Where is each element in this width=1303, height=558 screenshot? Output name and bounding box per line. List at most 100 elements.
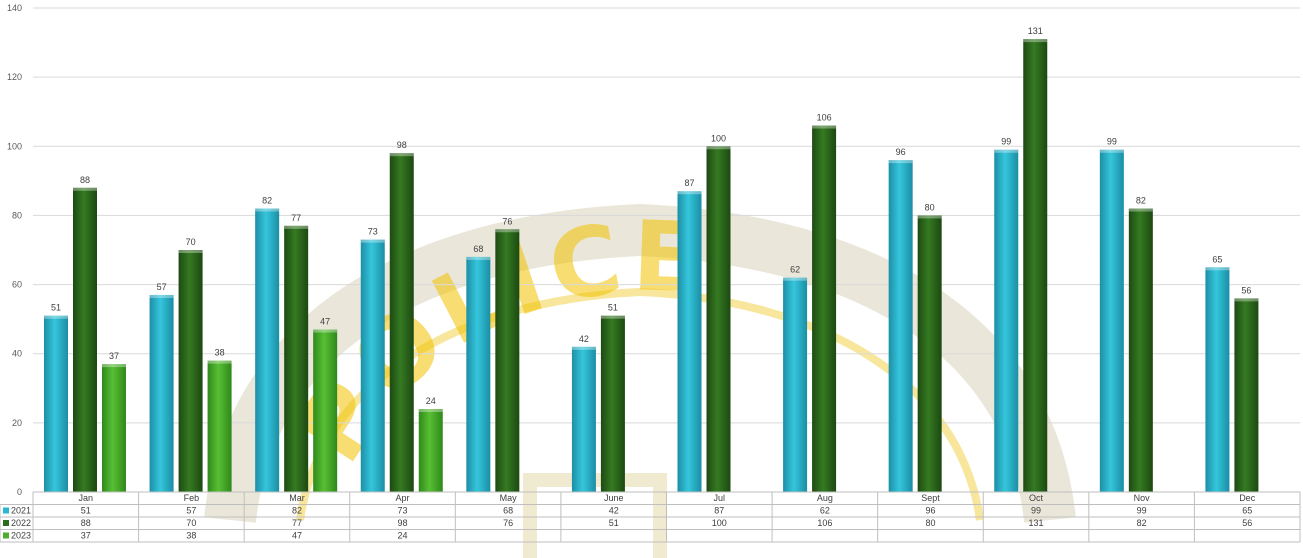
y-tick-label: 120 (7, 72, 22, 82)
bar-cap (149, 294, 174, 298)
bar-value-label: 100 (711, 133, 726, 143)
x-category-label: Mar (289, 493, 305, 503)
bar-cap (677, 191, 702, 195)
bar-cap (44, 315, 68, 319)
bar-2023 (418, 409, 443, 492)
bar-cap (994, 149, 1019, 153)
x-category-label: Sept (921, 493, 940, 503)
bar-cap (888, 160, 913, 164)
bar-2021 (255, 208, 280, 492)
bar-cap (466, 256, 491, 260)
bar-value-label: 51 (51, 303, 61, 313)
bar-value-label: 38 (215, 348, 225, 358)
bar-cap (812, 125, 837, 129)
bar-2021 (466, 256, 491, 492)
bar-2023 (313, 329, 338, 492)
y-axis: 0 20 40 60 80 100 120 140 (7, 3, 22, 497)
bar-2021 (360, 239, 385, 492)
bar-value-label: 80 (925, 202, 935, 212)
bar-value-label: 99 (1001, 137, 1011, 147)
bar-cap (1023, 39, 1048, 43)
table-cell-value: 100 (712, 518, 727, 528)
bar-value-label: 82 (262, 196, 272, 206)
bar-cap (1128, 208, 1153, 212)
table-cell-value: 51 (81, 506, 91, 516)
x-category-label: Jan (79, 493, 94, 503)
bar-cap (418, 409, 443, 413)
bar-value-label: 98 (397, 140, 407, 150)
table-cell-value: 131 (1029, 518, 1044, 528)
bar-value-label: 96 (896, 147, 906, 157)
bar-value-label: 88 (80, 175, 90, 185)
table-cell-value: 76 (503, 518, 513, 528)
bar-value-label: 106 (817, 113, 832, 123)
bar-value-label: 77 (291, 213, 301, 223)
y-tick-label: 0 (17, 487, 22, 497)
bar-value-label: 87 (684, 178, 694, 188)
bar-cap (783, 277, 808, 281)
bar-value-label: 99 (1107, 137, 1117, 147)
table-cell-value: 24 (398, 531, 408, 541)
bar-2022 (917, 215, 942, 492)
bar-cap (207, 360, 232, 364)
bar-cap (313, 329, 338, 333)
bar-2021 (783, 277, 808, 492)
legend-swatch (3, 507, 9, 514)
bar-2023 (102, 364, 126, 492)
table-cell-value: 106 (817, 518, 832, 528)
bar-cap (102, 364, 126, 368)
bar-2021 (1099, 149, 1124, 492)
legend-series-name: 2021 (11, 506, 31, 516)
bar-2021 (44, 315, 68, 492)
bar-value-label: 68 (473, 244, 483, 254)
bar-value-label: 65 (1212, 254, 1222, 264)
table-cell-value: 99 (1031, 506, 1041, 516)
table-cell-value: 96 (925, 506, 935, 516)
bar-2021 (571, 346, 596, 492)
x-category-label: Oct (1029, 493, 1044, 503)
bar-value-label: 47 (320, 317, 330, 327)
bar-2021 (677, 191, 702, 492)
x-category-label: Nov (1134, 493, 1151, 503)
y-tick-label: 140 (7, 3, 22, 13)
bar-cap (73, 187, 97, 191)
table-cell-value: 68 (503, 506, 513, 516)
x-category-label: Aug (817, 493, 833, 503)
bar-2022 (73, 187, 97, 492)
bar-2021 (888, 160, 913, 492)
bar-value-label: 82 (1136, 196, 1146, 206)
bar-2022 (495, 229, 520, 492)
bar-value-label: 37 (109, 351, 119, 361)
bar-cap (1205, 267, 1230, 271)
table-cell-value: 99 (1137, 506, 1147, 516)
bar-value-label: 51 (608, 303, 618, 313)
table-cell-value: 57 (186, 506, 196, 516)
data-table: Jan Feb Mar Apr May June Jul Aug Sept Oct Nov Dec 20… (0, 491, 1301, 543)
bar-value-label: 42 (579, 334, 589, 344)
bar-cap (284, 225, 309, 229)
bar-value-label: 76 (502, 216, 512, 226)
bar-2022 (284, 225, 309, 493)
legend-series-name: 2023 (11, 531, 31, 541)
x-category-label: Feb (184, 493, 200, 503)
bar-2021 (149, 294, 174, 492)
bar-value-label: 62 (790, 265, 800, 275)
bar-value-label: 73 (368, 227, 378, 237)
bar-cap (360, 239, 385, 243)
bar-cap (917, 215, 942, 219)
table-cell-value: 42 (609, 506, 619, 516)
bar-cap (495, 229, 520, 233)
table-cell-value: 38 (186, 531, 196, 541)
table-cell-value: 56 (1242, 518, 1252, 528)
bar-2022 (1234, 298, 1259, 492)
bar-2021 (994, 149, 1019, 492)
y-tick-label: 80 (12, 210, 22, 220)
x-category-label: Apr (396, 493, 410, 503)
bar-2022 (706, 146, 731, 493)
gridlines (33, 7, 1300, 493)
bar-cap (1234, 298, 1259, 302)
bar-cap (706, 146, 731, 150)
table-cell-value: 82 (292, 506, 302, 516)
table-cell-value: 47 (292, 531, 302, 541)
